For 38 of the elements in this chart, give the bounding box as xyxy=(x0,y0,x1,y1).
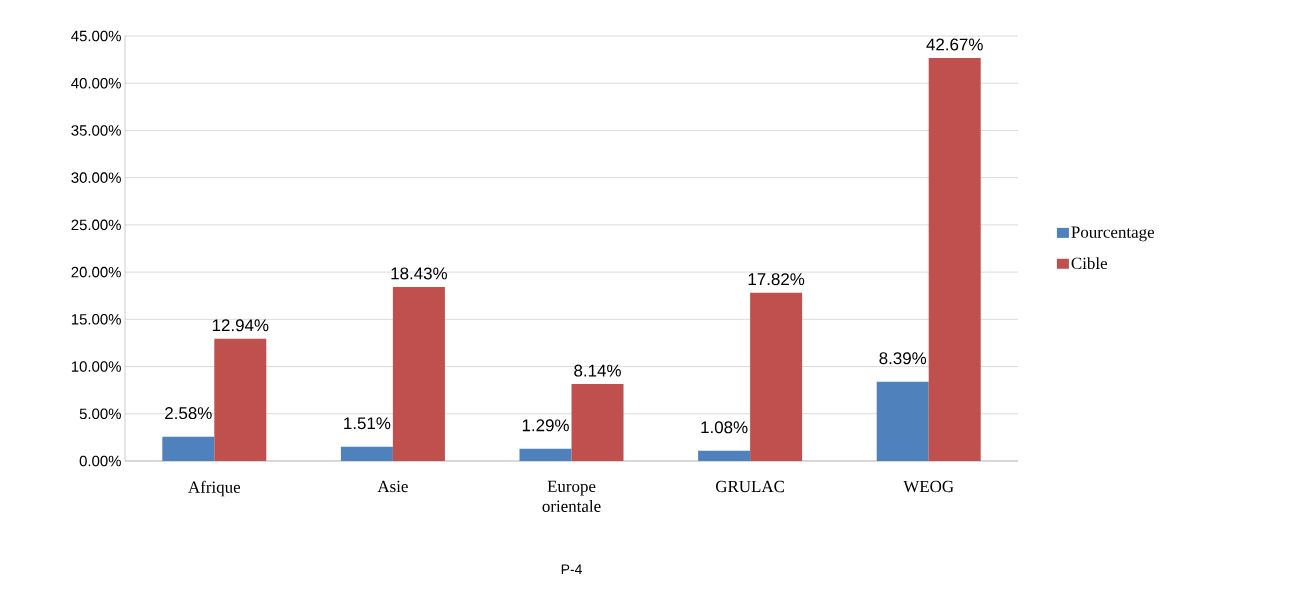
y-tick-label: 30.00% xyxy=(71,172,121,183)
y-tick-label: 40.00% xyxy=(71,77,121,89)
bar xyxy=(340,446,393,461)
data-label: 18.43% xyxy=(391,267,448,280)
bar xyxy=(698,450,751,461)
bar xyxy=(571,384,624,461)
data-label: 42.67% xyxy=(926,38,983,51)
y-tick-label: 45.00% xyxy=(71,30,121,42)
data-label: 17.82% xyxy=(748,273,805,286)
bar xyxy=(928,58,981,461)
data-label: 2.58% xyxy=(165,407,212,420)
data-label: 8.39% xyxy=(879,352,927,365)
bar xyxy=(519,448,572,461)
bar xyxy=(876,381,929,461)
x-tick-label: Afrique xyxy=(188,480,241,497)
y-tick-label: 25.00% xyxy=(71,219,121,231)
bar xyxy=(214,338,267,461)
x-axis-title: P-4 xyxy=(561,564,582,575)
x-tick-label: Asie xyxy=(377,480,408,493)
y-tick-label: 20.00% xyxy=(71,266,121,278)
data-label: 12.94% xyxy=(212,319,269,332)
data-label: 8.14% xyxy=(574,364,621,377)
legend-label: Pourcentage xyxy=(1071,226,1155,242)
data-label: 1.08% xyxy=(701,421,748,434)
y-tick-label: 15.00% xyxy=(71,314,121,325)
bar xyxy=(162,436,215,461)
bar xyxy=(750,292,803,461)
y-tick-label: 5.00% xyxy=(79,408,121,420)
bar xyxy=(392,286,445,461)
data-label: 1.29% xyxy=(522,419,569,432)
legend-label: Cible xyxy=(1071,257,1108,270)
data-label: 1.51% xyxy=(344,417,391,430)
y-tick-label: 10.00% xyxy=(71,361,121,372)
x-tick-label: GRULAC xyxy=(715,480,784,493)
y-tick-label: 0.00% xyxy=(79,455,121,467)
x-tick-label: Europe orientale xyxy=(542,480,601,512)
y-tick-label: 35.00% xyxy=(71,125,121,136)
x-tick-label: WEOG xyxy=(903,480,954,493)
